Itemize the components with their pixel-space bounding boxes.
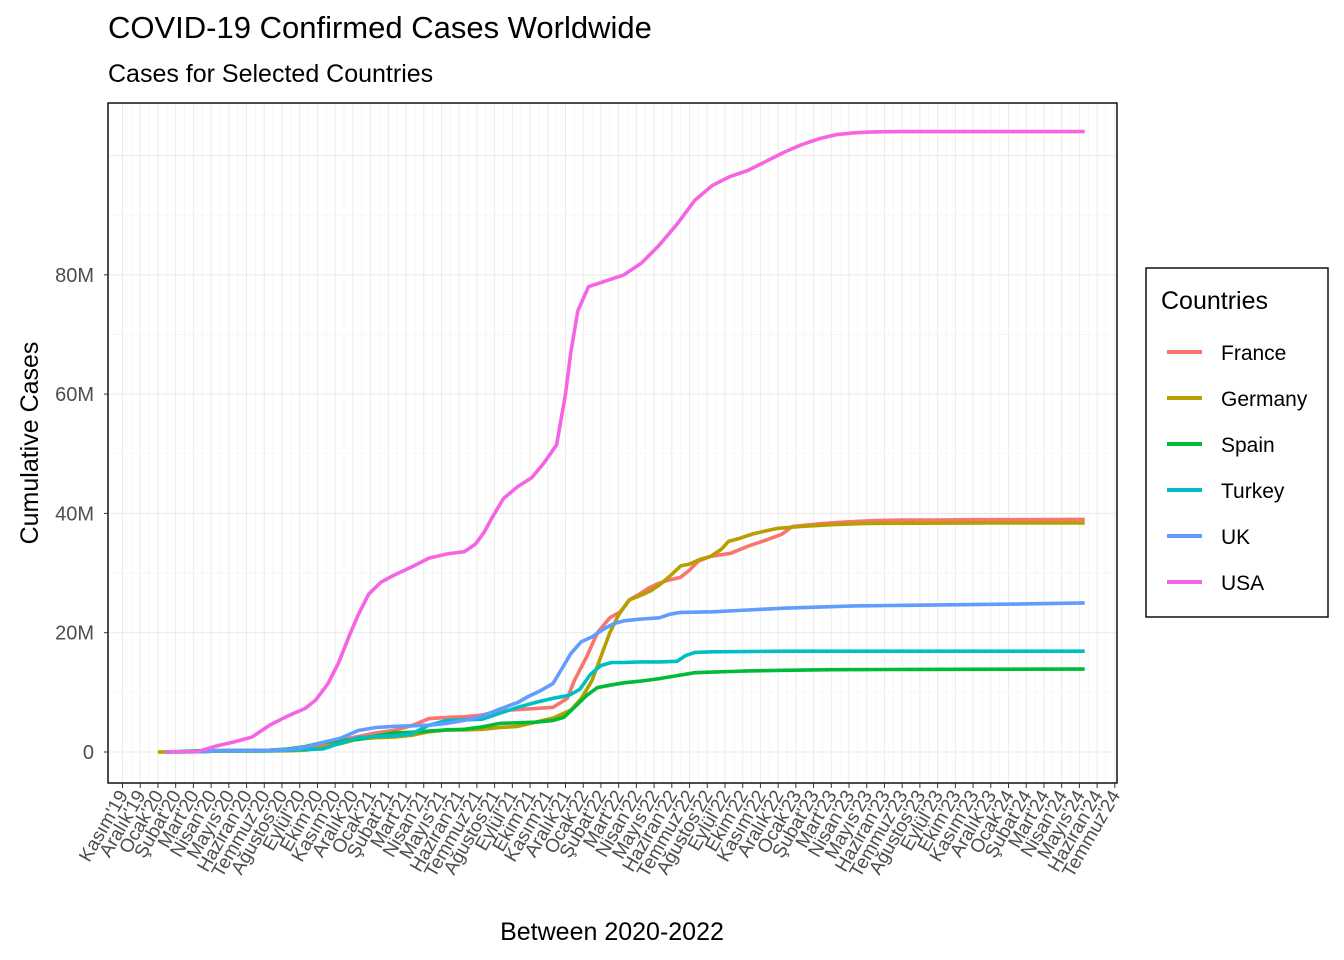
y-tick-label: 60M (55, 384, 94, 406)
legend-items: France Germany Spain Turkey UK USA (1167, 342, 1308, 595)
legend-label-france: France (1221, 342, 1286, 365)
x-axis-label: Between 2020-2022 (500, 918, 724, 946)
y-axis-ticks: 0 20M 40M 60M 80M (55, 265, 108, 764)
legend: Countries France Germany Spain Turkey UK USA (1145, 267, 1329, 618)
series-lines (157, 129, 1085, 754)
chart-subtitle: Cases for Selected Countries (108, 60, 434, 88)
legend-label-usa: USA (1221, 572, 1264, 595)
legend-label-spain: Spain (1221, 434, 1275, 457)
chart-title: COVID-19 Confirmed Cases Worldwide (108, 10, 652, 45)
legend-label-turkey: Turkey (1221, 480, 1285, 503)
y-tick-label: 0 (83, 742, 94, 764)
series-line-germany (157, 521, 1085, 754)
plot-panel-border (107, 102, 1118, 784)
grid (108, 103, 1117, 783)
y-axis-label: Cumulative Cases (16, 342, 44, 545)
legend-label-uk: UK (1221, 526, 1250, 549)
legend-title: Countries (1161, 287, 1268, 315)
y-tick-label: 20M (55, 623, 94, 645)
series-line-turkey (164, 649, 1085, 754)
series-line-uk (164, 601, 1085, 754)
y-tick-label: 40M (55, 503, 94, 525)
y-tick-label: 80M (55, 265, 94, 287)
legend-label-germany: Germany (1221, 388, 1308, 411)
x-axis-ticks: Kasım'19Aralık'19Ocak'20Şubat'20Mart'20N… (75, 783, 1125, 881)
series-line-usa (164, 129, 1085, 754)
